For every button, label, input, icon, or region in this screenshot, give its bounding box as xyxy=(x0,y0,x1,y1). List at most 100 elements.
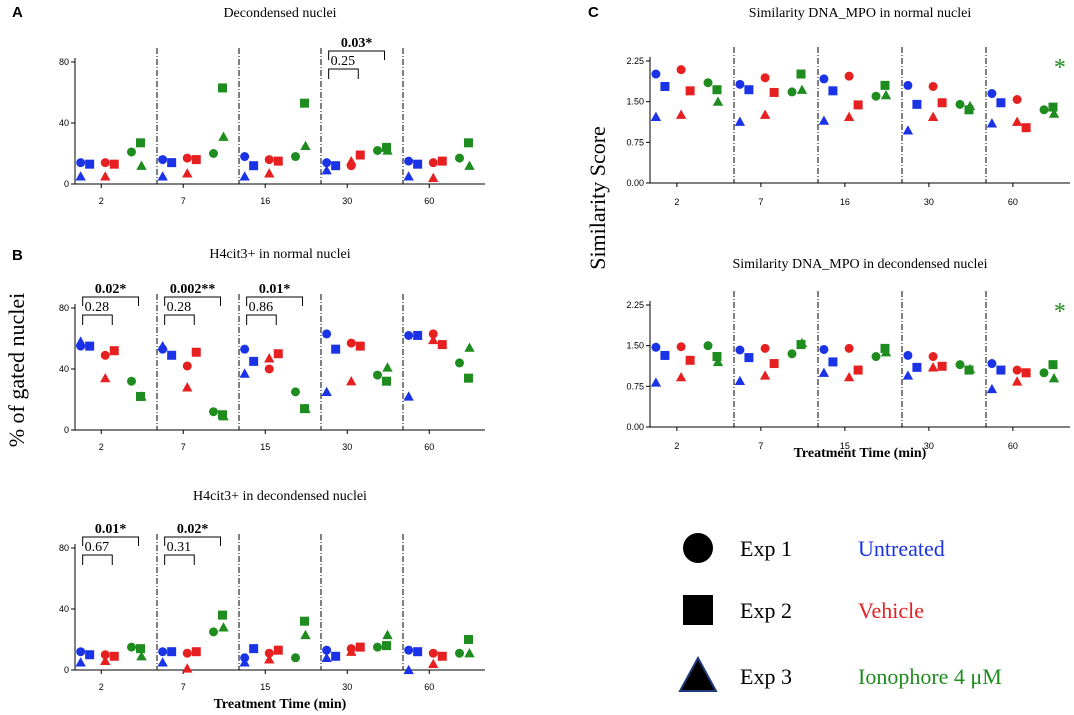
point-vehicle-square xyxy=(853,365,863,375)
chart-title: H4cit3+ in decondensed nuclei xyxy=(193,489,367,504)
y-tick-label: 80 xyxy=(59,543,69,553)
point-vehicle-circle xyxy=(844,71,854,81)
point-vehicle-circle xyxy=(1012,94,1022,104)
point-vehicle-circle xyxy=(428,329,438,339)
point-vehicle-triangle xyxy=(182,663,193,673)
point-untreated-circle xyxy=(903,80,913,90)
panel-b-h4cit3-decondensed-nuclei: H4cit3+ in decondensed nuclei 0 40 80 2 7 15 30… xyxy=(59,489,485,712)
point-ionophore-triangle xyxy=(880,346,892,357)
point-vehicle-triangle xyxy=(759,109,771,119)
point-ionophore-circle xyxy=(787,349,797,359)
point-untreated-circle xyxy=(987,89,997,99)
point-untreated-circle xyxy=(651,342,661,352)
x-axis-label: Treatment Time (min) xyxy=(794,446,927,461)
x-tick-label: 2 xyxy=(99,196,104,206)
point-untreated-triangle xyxy=(403,171,414,181)
point-vehicle-square xyxy=(273,349,283,359)
point-vehicle-circle xyxy=(760,73,770,83)
point-vehicle-square xyxy=(1021,368,1031,378)
point-ionophore-circle xyxy=(373,370,382,380)
y-tick-label: 0 xyxy=(64,179,69,189)
point-untreated-square xyxy=(912,99,922,109)
point-untreated-square xyxy=(660,350,670,360)
point-ionophore-triangle xyxy=(964,100,976,111)
y-tick-label: 80 xyxy=(59,303,69,313)
point-untreated-square xyxy=(828,357,838,367)
point-ionophore-triangle xyxy=(712,356,724,367)
point-ionophore-triangle xyxy=(218,622,229,632)
point-ionophore-triangle xyxy=(300,629,311,640)
p-value-label: 0.02* xyxy=(95,282,127,297)
point-ionophore-triangle xyxy=(136,391,147,401)
significance-bracket xyxy=(246,296,303,306)
y-tick-label: 0 xyxy=(64,665,69,675)
panel-b-h4cit3-normal-nuclei: H4cit3+ in normal nuclei B 0 40 80 2 7 15 30 60 0.… xyxy=(12,247,485,452)
point-vehicle-triangle xyxy=(428,334,439,345)
point-untreated-square xyxy=(996,98,1006,108)
point-ionophore-square xyxy=(136,644,145,654)
significance-bracket xyxy=(328,50,385,60)
point-untreated-square xyxy=(331,344,341,354)
y-tick-label: 0 xyxy=(64,425,69,435)
y-axis-label-right: Similarity Score xyxy=(585,126,610,270)
p-value-label: 0.03* xyxy=(341,36,373,51)
point-ionophore-square xyxy=(1048,360,1058,370)
point-vehicle-triangle xyxy=(675,371,687,382)
point-untreated-circle xyxy=(322,158,332,168)
significance-star: * xyxy=(1054,299,1066,325)
point-vehicle-triangle xyxy=(346,376,357,386)
point-ionophore-circle xyxy=(291,387,300,397)
x-tick-label: 60 xyxy=(424,682,434,692)
point-ionophore-circle xyxy=(291,653,300,663)
point-untreated-triangle xyxy=(902,125,914,135)
point-untreated-circle xyxy=(819,74,829,84)
point-untreated-square xyxy=(413,159,423,169)
x-tick-label: 30 xyxy=(342,196,352,206)
x-tick-label: 15 xyxy=(840,441,850,451)
point-ionophore-square xyxy=(136,138,145,148)
y-tick-label: 1.50 xyxy=(626,97,644,107)
point-ionophore-triangle xyxy=(464,648,475,658)
x-tick-label: 7 xyxy=(758,441,763,451)
x-tick-label: 30 xyxy=(342,682,352,692)
point-vehicle-square xyxy=(191,647,201,657)
point-untreated-square xyxy=(413,647,423,657)
point-vehicle-triangle xyxy=(100,655,111,665)
point-ionophore-circle xyxy=(373,642,382,652)
point-untreated-square xyxy=(249,644,259,654)
point-ionophore-square xyxy=(218,83,227,93)
point-vehicle-circle xyxy=(182,648,192,658)
point-vehicle-circle xyxy=(928,352,938,362)
significance-bracket xyxy=(246,314,277,325)
panel-a-decondensed-nuclei: Decondensed nuclei A 0 40 80 2 7 16 30 60 0.25 0.03… xyxy=(12,4,485,206)
y-tick-label: 40 xyxy=(59,364,69,374)
point-vehicle-square xyxy=(685,86,695,96)
point-vehicle-circle xyxy=(676,342,686,352)
point-vehicle-triangle xyxy=(100,372,111,383)
point-vehicle-square xyxy=(109,346,119,356)
point-untreated-triangle xyxy=(239,171,250,181)
point-untreated-triangle xyxy=(157,340,168,351)
point-untreated-square xyxy=(660,81,670,91)
point-ionophore-circle xyxy=(455,648,464,658)
point-vehicle-triangle xyxy=(927,362,939,372)
point-vehicle-circle xyxy=(844,343,854,353)
point-vehicle-circle xyxy=(264,648,274,658)
point-vehicle-square xyxy=(355,642,365,652)
x-tick-label: 30 xyxy=(342,442,352,452)
x-tick-label: 60 xyxy=(424,196,434,206)
p-value-label: 0.28 xyxy=(85,300,110,315)
point-vehicle-triangle xyxy=(264,654,275,664)
y-tick-label: 0.75 xyxy=(626,381,644,391)
point-ionophore-triangle xyxy=(382,629,393,640)
point-untreated-triangle xyxy=(986,118,998,128)
point-untreated-square xyxy=(413,330,423,340)
point-vehicle-square xyxy=(437,340,447,350)
x-tick-label: 7 xyxy=(181,682,186,692)
point-ionophore-triangle xyxy=(880,89,892,100)
point-untreated-triangle xyxy=(157,657,168,667)
point-vehicle-square xyxy=(437,156,447,166)
point-vehicle-square xyxy=(769,87,779,97)
legend-circle-icon xyxy=(683,533,713,563)
point-vehicle-circle xyxy=(428,648,438,658)
